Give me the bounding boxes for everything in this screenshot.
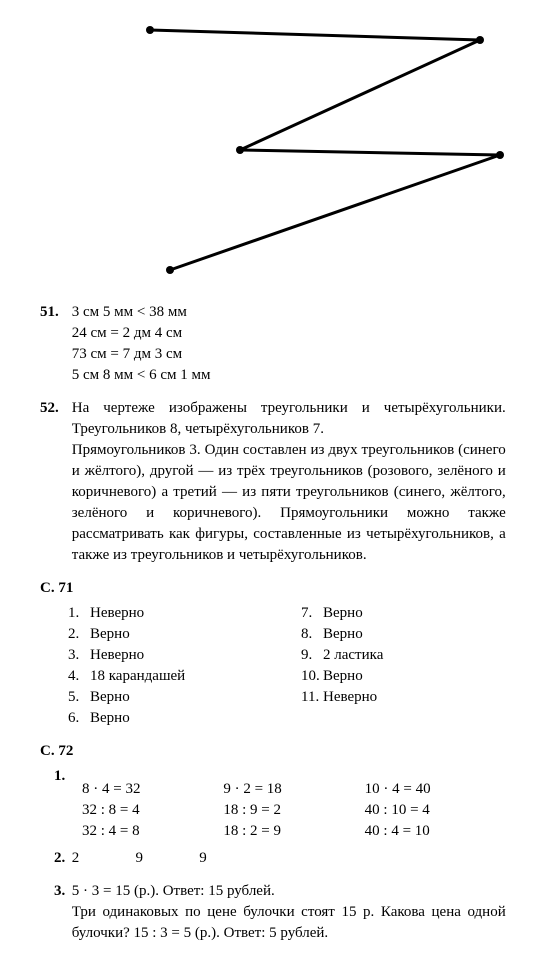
problem-body: 3 см 5 мм < 38 мм 24 см = 2 дм 4 см 73 с…	[72, 302, 506, 386]
section-72-head: С. 72	[40, 741, 506, 762]
col-right: 7.Верно 8.Верно 9.2 ластика 10.Верно 11.…	[273, 603, 506, 729]
problem-52: 52. На чертеже изображены треугольники и…	[40, 398, 506, 566]
problem-72-2: 2. 2 9 9	[40, 848, 506, 869]
math-grid: 8 · 4 = 32 32 : 8 = 4 32 : 4 = 8 9 · 2 =…	[40, 779, 506, 842]
section-71-head: С. 71	[40, 578, 506, 599]
problem-num: 51.	[40, 302, 68, 323]
section-71-list: 1.Неверно 2.Верно 3.Неверно 4.18 каранда…	[40, 603, 506, 729]
problem-body: На чертеже изображены треугольники и чет…	[72, 398, 506, 566]
problem-num: 52.	[40, 398, 68, 419]
problem-72-3: 3. 5 · 3 = 15 (р.). Ответ: 15 рублей. Тр…	[40, 881, 506, 944]
col-left: 1.Неверно 2.Верно 3.Неверно 4.18 каранда…	[40, 603, 273, 729]
problem-51: 51. 3 см 5 мм < 38 мм 24 см = 2 дм 4 см …	[40, 302, 506, 386]
zigzag-figure	[100, 20, 506, 287]
